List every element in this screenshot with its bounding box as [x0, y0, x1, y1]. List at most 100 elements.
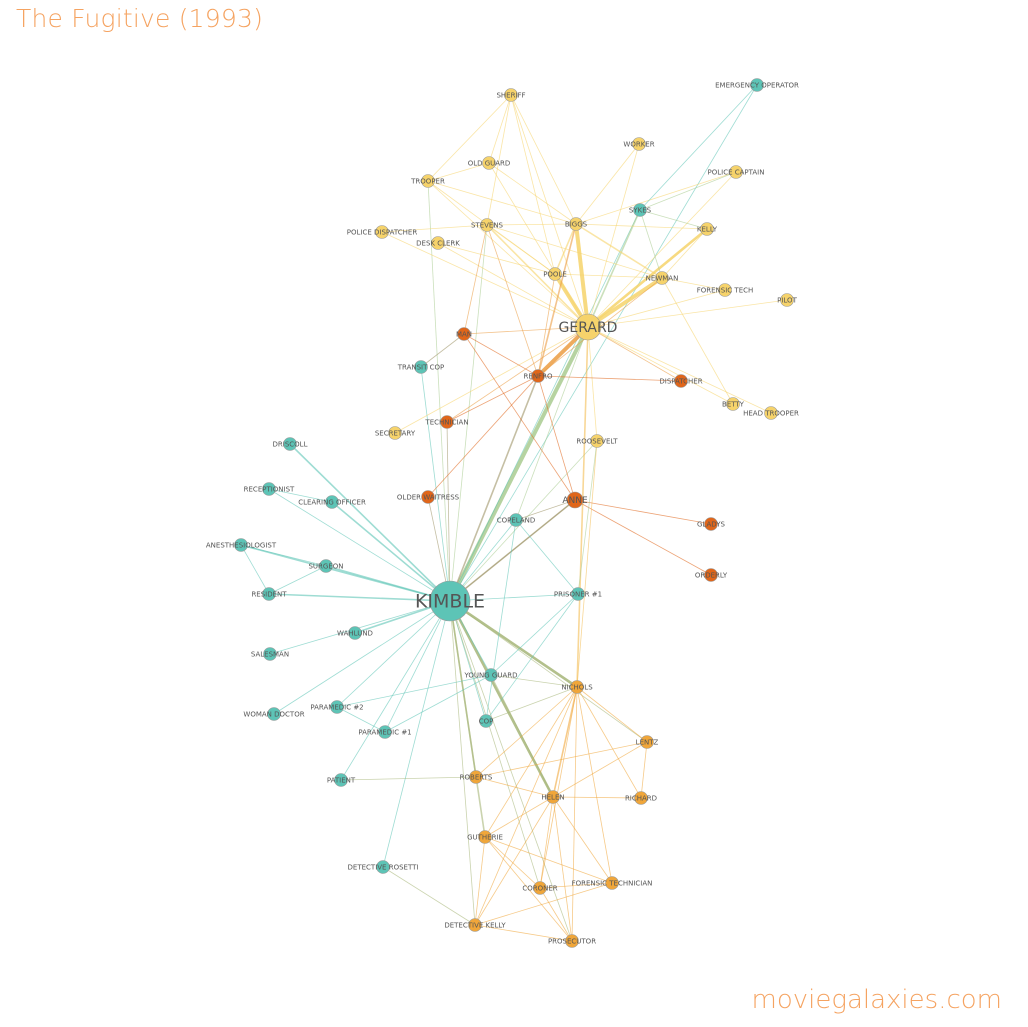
edge-biggs-police_captain — [575, 171, 737, 225]
node-older-waitress[interactable] — [421, 490, 435, 504]
node-surgeon[interactable] — [319, 559, 333, 573]
node-copeland[interactable] — [509, 513, 523, 527]
node-receptionist[interactable] — [262, 482, 276, 496]
node-police-captain[interactable] — [729, 165, 743, 179]
node-police-dispatcher[interactable] — [375, 225, 389, 239]
node-kimble[interactable] — [429, 580, 471, 622]
node-sykes[interactable] — [633, 203, 647, 217]
edge-biggs-trooper — [427, 180, 577, 225]
node-lentz[interactable] — [640, 735, 654, 749]
node-patient[interactable] — [334, 773, 348, 787]
edge-nichols-gutherie — [484, 686, 578, 838]
node-kelly[interactable] — [700, 222, 714, 236]
label-resident: RESIDENT — [251, 590, 287, 598]
node-gerard[interactable] — [574, 313, 602, 341]
label-transit-cop: TRANSIT COP — [397, 363, 445, 371]
edge-kimble-trooper — [427, 180, 451, 602]
edge-police_dispatcher-stevens — [381, 224, 488, 233]
edge-nichols-lentz — [576, 686, 648, 743]
edge-anne-orderly — [574, 499, 712, 576]
edge-kimble-renfro — [449, 375, 539, 602]
label-sheriff: SHERIFF — [496, 91, 525, 99]
node-wahlund[interactable] — [348, 626, 362, 640]
node-paramedic-2[interactable] — [330, 700, 344, 714]
node-anesthesiologist[interactable] — [234, 538, 248, 552]
node-poole[interactable] — [548, 267, 562, 281]
node-biggs[interactable] — [569, 217, 583, 231]
node-orderly[interactable] — [704, 568, 718, 582]
edge-surgeon-anesthesiologist — [240, 544, 327, 567]
node-woman-doctor[interactable] — [267, 707, 281, 721]
node-cop[interactable] — [479, 714, 493, 728]
node-anne[interactable] — [566, 491, 584, 509]
node-prisoner-1[interactable] — [571, 587, 585, 601]
node-roosevelt[interactable] — [590, 434, 604, 448]
node-transit-cop[interactable] — [414, 360, 428, 374]
node-richard[interactable] — [634, 791, 648, 805]
edge-anne-kimble — [449, 499, 576, 602]
edge-kimble-detective_rosetti — [382, 600, 451, 868]
node-driscoll[interactable] — [283, 437, 297, 451]
edge-gerard-stevens — [486, 224, 589, 328]
node-salesman[interactable] — [263, 647, 277, 661]
node-head-trooper[interactable] — [764, 406, 778, 420]
label-salesman: SALESMAN — [251, 650, 289, 658]
node-gladys[interactable] — [704, 517, 718, 531]
node-old-guard[interactable] — [482, 156, 496, 170]
edge-gerard-betty — [587, 326, 734, 405]
edge-gerard-kelly — [587, 227, 708, 329]
node-desk-clerk[interactable] — [431, 236, 445, 250]
edge-kimble-surgeon — [325, 565, 451, 602]
edge-resident-anesthesiologist — [240, 544, 270, 595]
node-forensic-technician[interactable] — [605, 876, 619, 890]
edge-trooper-sheriff — [427, 94, 512, 182]
edge-detective_kelly-prosecutor — [474, 924, 573, 942]
edge-sheriff-old_guard — [488, 94, 512, 164]
node-gutherie[interactable] — [478, 830, 492, 844]
edge-helen-roberts — [475, 776, 554, 798]
edge-gerard-roosevelt — [587, 326, 598, 442]
node-dispatcher[interactable] — [674, 374, 688, 388]
node-man[interactable] — [457, 327, 471, 341]
label-roberts: ROBERTS — [460, 773, 493, 781]
node-technician[interactable] — [440, 415, 454, 429]
node-prosecutor[interactable] — [565, 934, 579, 948]
label-head-trooper: HEAD TROOPER — [743, 409, 799, 417]
edge-man-transit_cop — [420, 333, 465, 368]
node-young-guard[interactable] — [484, 668, 498, 682]
node-renfro[interactable] — [531, 369, 545, 383]
node-trooper[interactable] — [421, 174, 435, 188]
edge-renfro-stevens — [486, 224, 539, 377]
node-coroner[interactable] — [533, 881, 547, 895]
label-worker: WORKER — [623, 140, 654, 148]
node-clearing-officer[interactable] — [325, 495, 339, 509]
label-pilot: PILOT — [777, 296, 797, 304]
node-roberts[interactable] — [469, 770, 483, 784]
node-detective-rosetti[interactable] — [376, 860, 390, 874]
label-cop: COP — [479, 717, 494, 725]
node-forensic-tech[interactable] — [718, 283, 732, 297]
node-pilot[interactable] — [780, 293, 794, 307]
label-technician: TECHNICIAN — [424, 418, 468, 426]
node-paramedic-1[interactable] — [378, 725, 392, 739]
node-emergency-operator[interactable] — [750, 78, 764, 92]
edge-kimble-lentz — [449, 600, 648, 743]
node-detective-kelly[interactable] — [468, 918, 482, 932]
edges-layer — [240, 84, 788, 942]
edge-nichols-forensic_technician — [576, 686, 613, 884]
edge-gerard-sykes — [587, 209, 641, 328]
node-newman[interactable] — [655, 271, 669, 285]
node-betty[interactable] — [726, 397, 740, 411]
label-prosecutor: PROSECUTOR — [548, 937, 596, 945]
node-resident[interactable] — [262, 587, 276, 601]
node-worker[interactable] — [632, 137, 646, 151]
node-secretary[interactable] — [388, 426, 402, 440]
node-sheriff[interactable] — [504, 88, 518, 102]
edge-anne-gladys — [574, 499, 712, 525]
node-helen[interactable] — [546, 790, 560, 804]
edge-newman-betty — [661, 277, 734, 405]
node-stevens[interactable] — [480, 218, 494, 232]
node-nichols[interactable] — [570, 680, 584, 694]
source-credit: moviegalaxies.com — [751, 985, 1002, 1015]
label-patient: PATIENT — [327, 776, 356, 784]
